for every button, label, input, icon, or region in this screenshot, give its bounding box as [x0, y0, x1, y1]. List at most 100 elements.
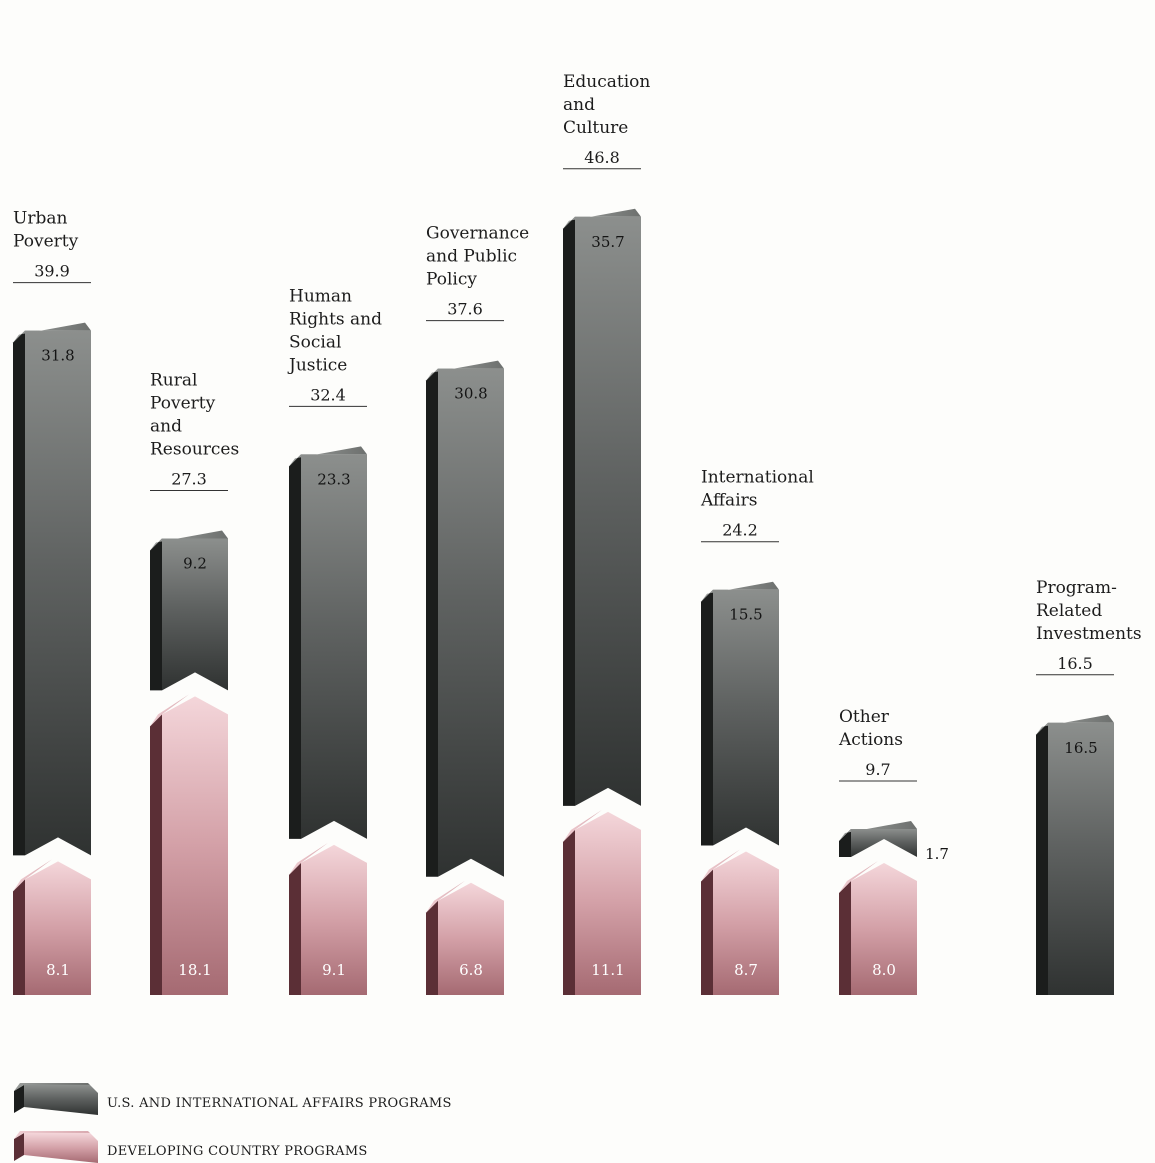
legend-swatch-side-2 — [14, 1133, 24, 1161]
us-value-rural-poverty-and-resources: 9.2 — [183, 555, 207, 573]
bar-dev-other-actions — [839, 861, 917, 995]
bar-us-program-related-investments-front — [1048, 722, 1114, 995]
legend-swatch-top-2 — [14, 1131, 90, 1139]
category-label-rural-poverty-and-resources-4: Resources — [150, 440, 239, 460]
category-label-education-and-culture-3: Culture — [563, 118, 628, 138]
legend-item-2: DEVELOPING COUNTRY PROGRAMS — [14, 1131, 368, 1163]
dev-value-international-affairs: 8.7 — [734, 961, 758, 979]
dev-value-urban-poverty: 8.1 — [46, 961, 70, 979]
category-label-education-and-culture-1: Education — [563, 72, 650, 92]
category-label-education-and-culture-2: and — [563, 95, 595, 115]
total-value-international-affairs: 24.2 — [722, 521, 758, 540]
category-label-governance-and-public-policy-2: and Public — [426, 247, 517, 267]
bar-us-other-actions-side — [839, 828, 851, 857]
bar-dev-international-affairs-front — [713, 851, 779, 995]
total-value-human-rights-and-social-justice: 32.4 — [310, 385, 346, 404]
total-value-education-and-culture: 46.8 — [584, 148, 620, 167]
bar-dev-human-rights-and-social-justice-front — [301, 844, 367, 995]
bar-dev-urban-poverty — [13, 859, 91, 995]
us-value-other-actions: 1.7 — [925, 845, 949, 863]
category-label-rural-poverty-and-resources-2: Poverty — [150, 394, 216, 414]
category-label-program-related-investments-2: Related — [1036, 601, 1102, 621]
bar-us-education-and-culture-top — [563, 208, 641, 229]
legend-swatch-2 — [24, 1133, 98, 1163]
category-label-other-actions-1: Other — [839, 707, 890, 727]
category-label-rural-poverty-and-resources-3: and — [150, 417, 182, 437]
category-label-international-affairs-2: Affairs — [700, 491, 757, 511]
legend-swatch-1 — [24, 1085, 98, 1115]
category-label-human-rights-and-social-justice-4: Justice — [287, 355, 347, 375]
category-label-human-rights-and-social-justice-3: Social — [289, 332, 341, 352]
legend-item-1: U.S. AND INTERNATIONAL AFFAIRS PROGRAMS — [14, 1083, 451, 1115]
bar-us-urban-poverty — [13, 322, 91, 856]
dev-value-education-and-culture: 11.1 — [591, 961, 624, 979]
labels-layer: 8.1 31.8 39.9 Urban Poverty 18.1 9.2 27.3 Rural P… — [13, 72, 1142, 979]
bar-us-program-related-investments-top — [1036, 714, 1114, 735]
bar-us-rural-poverty-and-resources-side — [150, 538, 162, 691]
bar-us-governance-and-public-policy-front — [438, 368, 504, 877]
bar-us-urban-poverty-side — [13, 330, 25, 856]
legend-swatch-top-1 — [14, 1083, 90, 1091]
bar-us-program-related-investments — [1036, 714, 1114, 995]
total-value-governance-and-public-policy: 37.6 — [447, 300, 483, 319]
legend: U.S. AND INTERNATIONAL AFFAIRS PROGRAMS D… — [14, 1083, 451, 1163]
bar-us-human-rights-and-social-justice-top — [289, 446, 367, 467]
bar-us-other-actions-front — [851, 828, 917, 857]
us-value-governance-and-public-policy: 30.8 — [454, 385, 487, 403]
dev-value-other-actions: 8.0 — [872, 961, 896, 979]
bar-us-education-and-culture-front — [575, 216, 641, 806]
bar-us-urban-poverty-front — [25, 330, 91, 856]
us-value-program-related-investments: 16.5 — [1064, 739, 1097, 757]
us-value-human-rights-and-social-justice: 23.3 — [317, 470, 350, 488]
bar-us-education-and-culture-side — [563, 216, 575, 806]
legend-swatch-side-1 — [14, 1085, 24, 1113]
bar-dev-rural-poverty-and-resources-side — [150, 714, 162, 995]
bar-dev-education-and-culture-side — [563, 829, 575, 995]
bar-us-governance-and-public-policy — [426, 360, 504, 877]
bar-dev-other-actions-front — [851, 863, 917, 995]
category-label-urban-poverty-1: Urban — [13, 209, 67, 229]
bar-dev-governance-and-public-policy-front — [438, 882, 504, 995]
dev-value-rural-poverty-and-resources: 18.1 — [178, 961, 211, 979]
bar-dev-governance-and-public-policy-side — [426, 900, 438, 995]
total-value-rural-poverty-and-resources: 27.3 — [171, 470, 207, 489]
bar-us-rural-poverty-and-resources-top — [150, 530, 228, 551]
bar-dev-urban-poverty-front — [25, 861, 91, 995]
bar-us-international-affairs — [701, 581, 779, 846]
bar-dev-human-rights-and-social-justice — [289, 842, 367, 995]
bar-us-international-affairs-side — [701, 589, 713, 846]
category-label-governance-and-public-policy-3: Policy — [426, 270, 477, 290]
legend-label-2: DEVELOPING COUNTRY PROGRAMS — [107, 1144, 368, 1159]
category-label-human-rights-and-social-justice-1: Human — [289, 286, 352, 306]
total-value-other-actions: 9.7 — [865, 760, 890, 779]
bar-dev-governance-and-public-policy — [426, 880, 504, 995]
us-value-urban-poverty: 31.8 — [41, 347, 74, 365]
bars-layer — [13, 208, 1114, 995]
bar-us-education-and-culture — [563, 208, 641, 806]
bar-dev-rural-poverty-and-resources-front — [162, 696, 228, 995]
bar-us-human-rights-and-social-justice-side — [289, 454, 301, 839]
bar-dev-other-actions-side — [839, 881, 851, 995]
bar-dev-international-affairs-side — [701, 869, 713, 995]
us-value-international-affairs: 15.5 — [729, 606, 762, 624]
bar-dev-education-and-culture — [563, 809, 641, 995]
bar-dev-education-and-culture-front — [575, 811, 641, 995]
bar-us-other-actions-top — [839, 820, 917, 841]
dev-value-governance-and-public-policy: 6.8 — [459, 961, 483, 979]
bar-us-human-rights-and-social-justice — [289, 446, 367, 839]
category-label-rural-poverty-and-resources-1: Rural — [150, 371, 197, 391]
category-label-urban-poverty-2: Poverty — [13, 232, 79, 252]
bar-us-human-rights-and-social-justice-front — [301, 454, 367, 839]
category-label-program-related-investments-1: Program- — [1036, 578, 1117, 598]
bar-us-international-affairs-top — [701, 581, 779, 602]
category-label-program-related-investments-3: Investments — [1036, 624, 1142, 644]
category-label-international-affairs-1: International — [701, 468, 814, 488]
bar-us-governance-and-public-policy-top — [426, 360, 504, 381]
category-label-human-rights-and-social-justice-2: Rights and — [289, 309, 382, 329]
bar-us-urban-poverty-top — [13, 322, 91, 343]
category-label-other-actions-2: Actions — [838, 730, 903, 750]
bar-us-governance-and-public-policy-side — [426, 368, 438, 877]
bar-us-program-related-investments-side — [1036, 722, 1048, 995]
bar-us-international-affairs-front — [713, 589, 779, 846]
